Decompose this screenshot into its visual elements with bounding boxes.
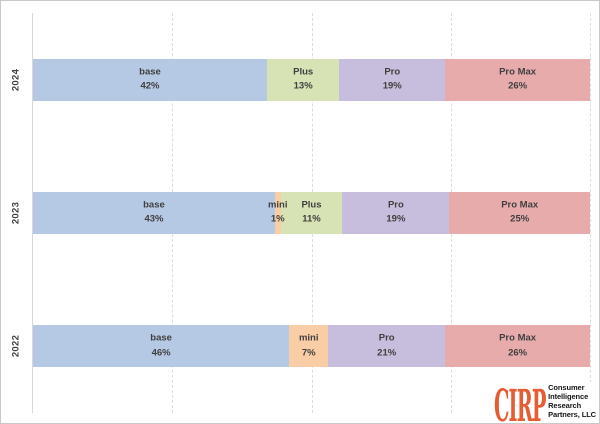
segment-2023-base: base 43% (33, 191, 275, 234)
segment-name: mini (267, 199, 288, 211)
year-axis-label: 2022 (10, 335, 22, 358)
segment-name: Pro Max (501, 199, 539, 211)
segment-name: Pro (384, 66, 401, 78)
logo-line-2: Intelligence (548, 392, 589, 401)
segment-percent: 42% (140, 80, 160, 92)
segment-2024-pro: Pro 19% (339, 58, 446, 101)
year-axis-label: 2023 (10, 201, 22, 225)
segment-label: Pro Max 25% (501, 198, 538, 227)
segment-label: mini 7% (299, 332, 319, 361)
segment-name: Plus (293, 66, 314, 78)
segment-name: Pro (378, 332, 395, 344)
segment-2024-plus: Plus 13% (266, 58, 340, 101)
segment-2023-pro-max: Pro Max 25% (449, 191, 590, 234)
bar-row-2023: 2023 base 43% mini 1% Plus 11% Pro 19% Pro Max 25% (11, 146, 590, 279)
segment-name: Plus (301, 199, 322, 211)
segment-name: base (143, 199, 165, 211)
segment-percent: 19% (386, 213, 406, 225)
segment-name: Pro Max (499, 66, 537, 78)
segment-2022-pro-max: Pro Max 26% (445, 325, 590, 368)
segment-2023-plus: Plus 11% (280, 191, 343, 234)
stacked-bar-2024: base 42% Plus 13% Pro 19% Pro Max 26% (33, 58, 590, 101)
segment-name: mini (298, 332, 319, 344)
segment-name: base (150, 332, 172, 344)
segment-label: Plus 11% (301, 198, 321, 227)
segment-label: Pro Max 26% (499, 65, 536, 94)
segment-label: base 43% (143, 198, 165, 227)
cirp-logo: CIRP Consumer Intelligence Research Part… (492, 382, 596, 424)
segment-label: Pro Max 26% (499, 332, 536, 361)
segment-percent: 46% (151, 347, 171, 359)
logo-line-1: Consumer (548, 383, 585, 392)
segment-2023-pro: Pro 19% (342, 191, 450, 234)
segment-percent: 1% (270, 213, 285, 225)
segment-2024-base: base 42% (33, 58, 267, 101)
segment-percent: 13% (293, 80, 313, 92)
stacked-bar-2022: base 46% mini 7% Pro 21% Pro Max 26% (33, 325, 590, 368)
plot-area: 2024 base 42% Plus 13% Pro 19% Pro Max 26% 2023 ba… (11, 13, 591, 413)
segment-label: base 46% (150, 332, 172, 361)
bar-row-2024: 2024 base 42% Plus 13% Pro 19% Pro Max 26% (11, 13, 590, 146)
segment-label: Plus 13% (293, 65, 313, 94)
segment-percent: 26% (508, 80, 528, 92)
cirp-logo-text: CIRP (494, 381, 546, 424)
segment-2022-mini: mini 7% (289, 325, 329, 368)
segment-percent: 11% (302, 213, 321, 225)
segment-percent: 7% (301, 347, 316, 359)
segment-2022-pro: Pro 21% (328, 325, 446, 368)
cirp-logo-lines: Consumer Intelligence Research Partners,… (548, 383, 596, 420)
gridline-100pct (590, 13, 591, 413)
segment-percent: 43% (144, 213, 164, 225)
segment-percent: 25% (510, 213, 530, 225)
stacked-bar-2023: base 43% mini 1% Plus 11% Pro 19% Pro Max 25% (33, 191, 590, 234)
logo-line-3: Research (548, 401, 582, 410)
segment-label: mini 1% (268, 198, 288, 227)
year-axis-label: 2024 (10, 68, 22, 91)
logo-line-4: Partners, LLC (548, 410, 596, 419)
bar-rows-container: 2024 base 42% Plus 13% Pro 19% Pro Max 26% 2023 ba… (11, 13, 590, 413)
segment-2022-base: base 46% (33, 325, 290, 368)
cirp-logo-brand: CIRP (494, 385, 546, 424)
bar-row-2022: 2022 base 46% mini 7% Pro 21% Pro Max 26% (11, 280, 590, 413)
segment-label: Pro 21% (377, 332, 396, 361)
segment-label: base 42% (139, 65, 161, 94)
segment-percent: 26% (508, 347, 528, 359)
segment-2024-pro-max: Pro Max 26% (445, 58, 590, 101)
segment-label: Pro 19% (386, 198, 405, 227)
segment-label: Pro 19% (383, 65, 402, 94)
segment-2023-mini: mini 1% (268, 191, 288, 234)
segment-percent: 21% (377, 347, 397, 359)
segment-name: Pro Max (499, 332, 537, 344)
segment-name: base (139, 66, 161, 78)
segment-name: Pro (387, 199, 404, 211)
segment-percent: 19% (382, 80, 402, 92)
